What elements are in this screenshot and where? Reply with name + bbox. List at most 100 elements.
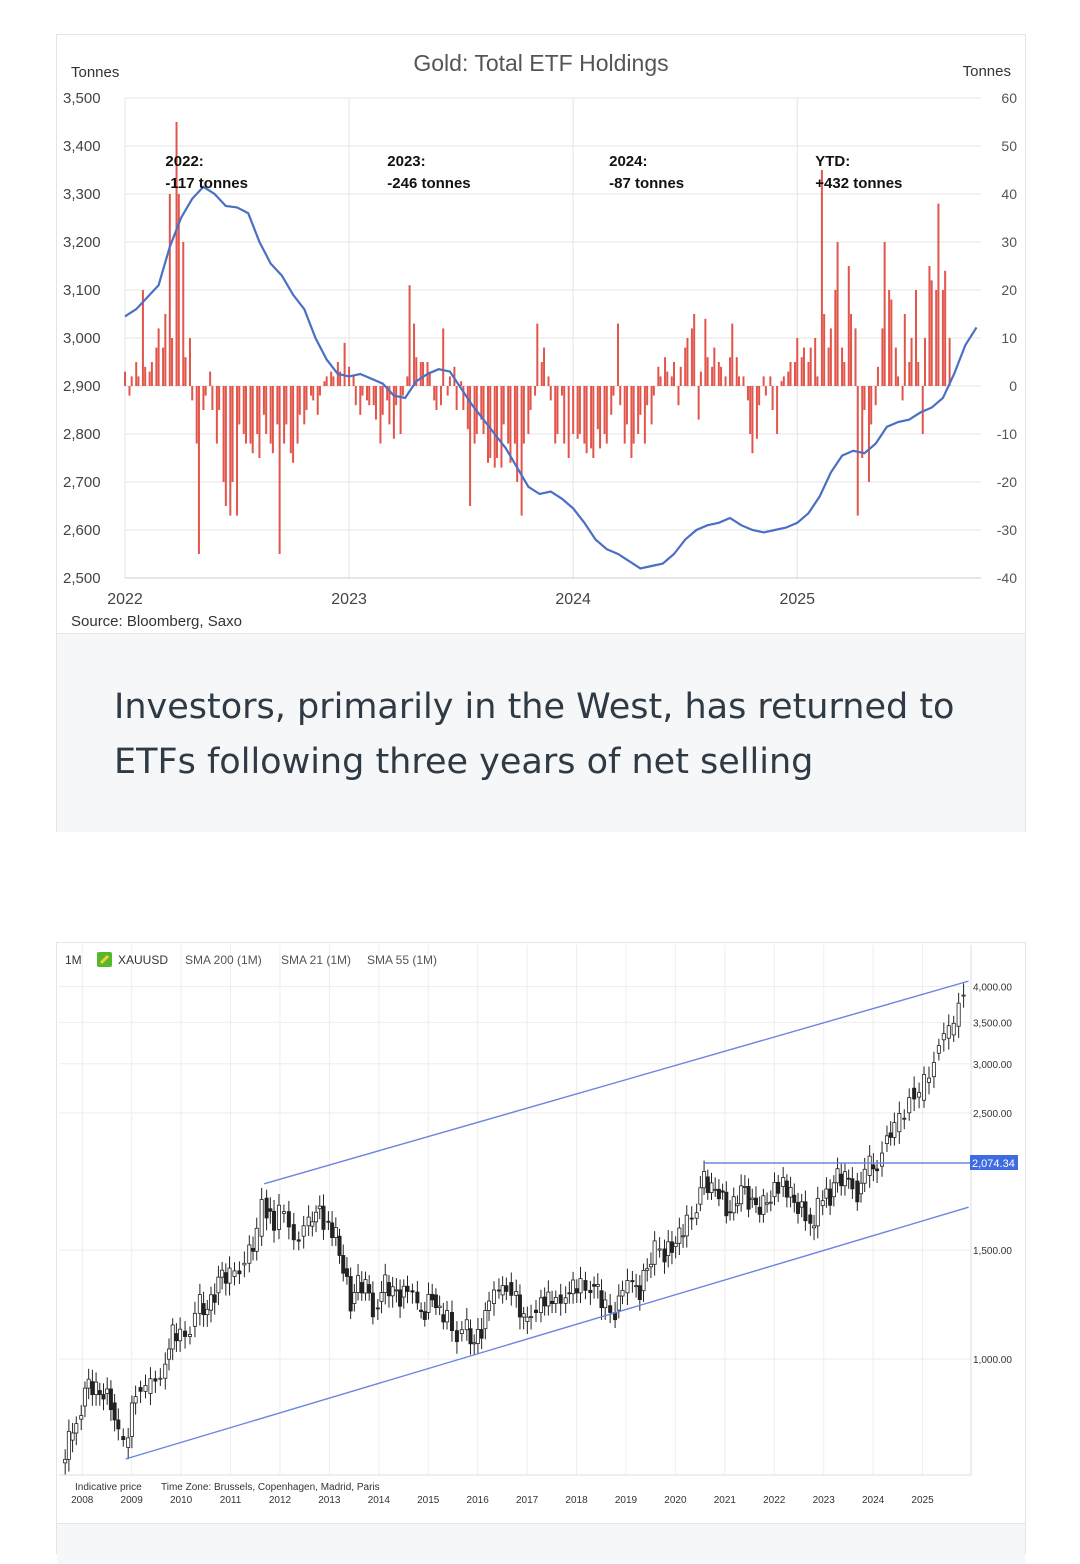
flow-bar xyxy=(625,386,628,425)
flow-bar xyxy=(415,357,418,386)
flow-bar xyxy=(466,386,469,430)
right-tick-label: 40 xyxy=(1001,186,1017,202)
candle-body xyxy=(875,1168,880,1172)
candle-body xyxy=(101,1394,106,1400)
candle-body xyxy=(464,1319,469,1331)
candle-body xyxy=(694,1212,699,1219)
candle-body xyxy=(578,1278,583,1294)
flow-bar xyxy=(782,376,785,386)
candle-body xyxy=(808,1214,813,1224)
indicator-sma-55[interactable]: SMA 55 (1M) xyxy=(367,953,437,967)
candle-body xyxy=(205,1308,210,1316)
candle-body xyxy=(546,1291,551,1307)
candle-body xyxy=(370,1292,375,1318)
time-tick-label: 2011 xyxy=(220,1495,242,1506)
flow-bar xyxy=(269,386,272,444)
flow-bar xyxy=(372,386,375,406)
candle-body xyxy=(479,1329,484,1339)
candle-body xyxy=(333,1226,338,1238)
flow-bar xyxy=(724,376,727,386)
flow-bar xyxy=(231,386,234,482)
candle-body xyxy=(521,1313,526,1318)
left-tick-label: 2,700 xyxy=(63,474,101,491)
flow-bar xyxy=(800,357,803,386)
flow-bar xyxy=(673,362,676,386)
candle-body xyxy=(525,1316,530,1322)
candle-body xyxy=(803,1201,808,1222)
flow-bar xyxy=(713,347,716,386)
candle-body xyxy=(220,1269,225,1278)
flow-bar xyxy=(547,376,550,386)
flow-bar xyxy=(850,314,853,386)
flow-bar xyxy=(155,347,158,386)
trend-lines xyxy=(125,980,971,1460)
flow-bar xyxy=(175,122,178,386)
left-tick-label: 3,400 xyxy=(63,138,101,155)
flow-bar xyxy=(863,386,866,410)
candle-body xyxy=(592,1284,597,1287)
flow-bar xyxy=(888,290,891,386)
flow-bar xyxy=(359,386,362,415)
candle-body xyxy=(799,1201,804,1208)
flow-bar xyxy=(148,371,151,386)
flow-bar xyxy=(332,376,335,386)
annotation-label: 2022: xyxy=(165,153,203,170)
flow-bar xyxy=(245,386,248,444)
x-tick-label: 2025 xyxy=(779,591,815,608)
flow-bar xyxy=(507,386,510,444)
flow-bar xyxy=(184,357,187,386)
chart-source: Source: Bloomberg, Saxo xyxy=(71,613,242,630)
flow-bar xyxy=(408,285,411,386)
flow-bar xyxy=(177,194,180,386)
candle-body xyxy=(317,1205,322,1210)
candle-body xyxy=(504,1285,509,1292)
candle-body xyxy=(961,994,966,997)
flow-bar xyxy=(915,290,918,386)
interval-label[interactable]: 1M xyxy=(65,953,82,967)
flow-bar xyxy=(469,386,472,506)
annotation-label: 2023: xyxy=(387,153,425,170)
candle-body xyxy=(542,1296,547,1307)
flow-bar xyxy=(937,203,940,386)
candle-body xyxy=(148,1378,153,1394)
candle-body xyxy=(608,1305,613,1313)
time-tick-label: 2023 xyxy=(813,1495,836,1506)
flow-bar xyxy=(137,376,140,386)
candle-body xyxy=(776,1181,781,1194)
right-axis-label: Tonnes xyxy=(963,63,1011,80)
flow-bar xyxy=(576,386,579,439)
flow-bar xyxy=(650,386,653,425)
flow-bar xyxy=(448,376,451,386)
flow-bar xyxy=(867,386,870,482)
flow-bar xyxy=(827,347,830,386)
indicator-sma-21[interactable]: SMA 21 (1M) xyxy=(281,953,351,967)
flow-bar xyxy=(706,357,709,386)
candle-body xyxy=(79,1415,84,1420)
candle-body xyxy=(669,1241,674,1253)
flow-bar xyxy=(392,386,395,439)
right-tick-label: 20 xyxy=(1001,282,1017,298)
flow-bar xyxy=(354,386,357,406)
price-marker-label: 2,074.34 xyxy=(972,1158,1015,1170)
candle-body xyxy=(620,1289,625,1297)
candle-body xyxy=(728,1211,733,1214)
right-tick-label: -40 xyxy=(997,570,1017,586)
flow-bar xyxy=(897,376,900,386)
grid xyxy=(59,945,971,1475)
candle-body xyxy=(757,1206,762,1215)
candle-body xyxy=(163,1363,168,1379)
candle-body xyxy=(563,1297,568,1304)
candle-body xyxy=(475,1329,480,1344)
axes: 4,000.00 3,500.00 3,000.00 2,500.00 1,500.00… xyxy=(59,945,1012,1506)
xauusd-chart-card: 4,000.00 3,500.00 3,000.00 2,500.00 1,500.00… xyxy=(56,942,1026,1564)
candle-body xyxy=(698,1187,703,1205)
candle-body xyxy=(941,1033,946,1041)
flow-bar xyxy=(352,376,355,386)
symbol-label[interactable]: XAUUSD xyxy=(118,953,168,967)
candle-body xyxy=(254,1227,259,1252)
indicator-sma-200[interactable]: SMA 200 (1M) xyxy=(185,953,262,967)
candle-body xyxy=(588,1289,593,1294)
candle-body xyxy=(574,1288,579,1294)
candle-body xyxy=(702,1171,707,1189)
flow-bar xyxy=(195,386,198,444)
